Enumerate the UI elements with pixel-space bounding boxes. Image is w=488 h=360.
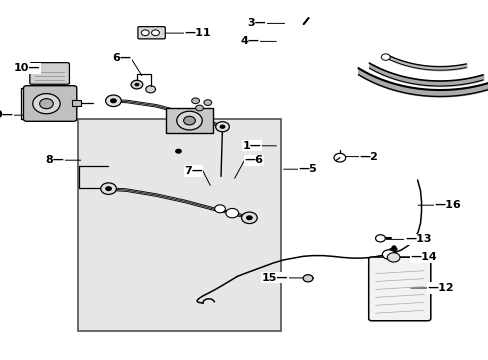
Text: —6: —6 — [244, 155, 263, 165]
Text: —12: —12 — [427, 283, 453, 293]
Circle shape — [333, 153, 345, 162]
Text: 15—: 15— — [262, 273, 288, 283]
Text: —14: —14 — [410, 252, 437, 262]
Text: 10—: 10— — [14, 63, 40, 73]
Circle shape — [214, 205, 225, 213]
Circle shape — [177, 111, 202, 130]
Text: —2: —2 — [359, 152, 378, 162]
Text: —5: —5 — [298, 164, 316, 174]
Text: 7—: 7— — [183, 166, 203, 176]
Circle shape — [203, 100, 211, 105]
FancyBboxPatch shape — [368, 257, 430, 321]
Circle shape — [219, 125, 225, 129]
Circle shape — [151, 30, 159, 36]
Bar — [78, 119, 281, 331]
Text: —11: —11 — [184, 28, 211, 38]
Circle shape — [110, 98, 117, 103]
Text: 8—: 8— — [45, 155, 64, 165]
Circle shape — [215, 122, 229, 132]
Circle shape — [101, 183, 116, 194]
Circle shape — [225, 208, 238, 218]
Text: 1—: 1— — [242, 141, 261, 151]
Circle shape — [33, 94, 60, 114]
Circle shape — [134, 83, 139, 86]
Text: 3—: 3— — [247, 18, 266, 28]
Circle shape — [195, 105, 203, 111]
FancyBboxPatch shape — [30, 63, 69, 84]
FancyBboxPatch shape — [138, 27, 165, 39]
Circle shape — [241, 212, 257, 224]
Circle shape — [175, 149, 182, 154]
Circle shape — [131, 80, 142, 89]
Bar — [166, 108, 212, 133]
Circle shape — [386, 253, 399, 262]
Circle shape — [375, 235, 385, 242]
Bar — [72, 100, 81, 106]
Circle shape — [303, 275, 312, 282]
Circle shape — [381, 54, 389, 60]
Circle shape — [245, 215, 252, 220]
Text: 9—: 9— — [0, 110, 14, 120]
Circle shape — [105, 95, 121, 107]
Circle shape — [105, 186, 112, 191]
Text: —13: —13 — [404, 234, 430, 244]
Text: 4—: 4— — [240, 36, 259, 46]
Circle shape — [191, 98, 199, 104]
Circle shape — [40, 99, 53, 109]
Text: —16: —16 — [433, 200, 460, 210]
Circle shape — [183, 116, 195, 125]
Circle shape — [382, 250, 394, 259]
Circle shape — [145, 86, 155, 93]
Text: 6—: 6— — [112, 53, 131, 63]
FancyBboxPatch shape — [23, 86, 77, 121]
Circle shape — [141, 30, 149, 36]
